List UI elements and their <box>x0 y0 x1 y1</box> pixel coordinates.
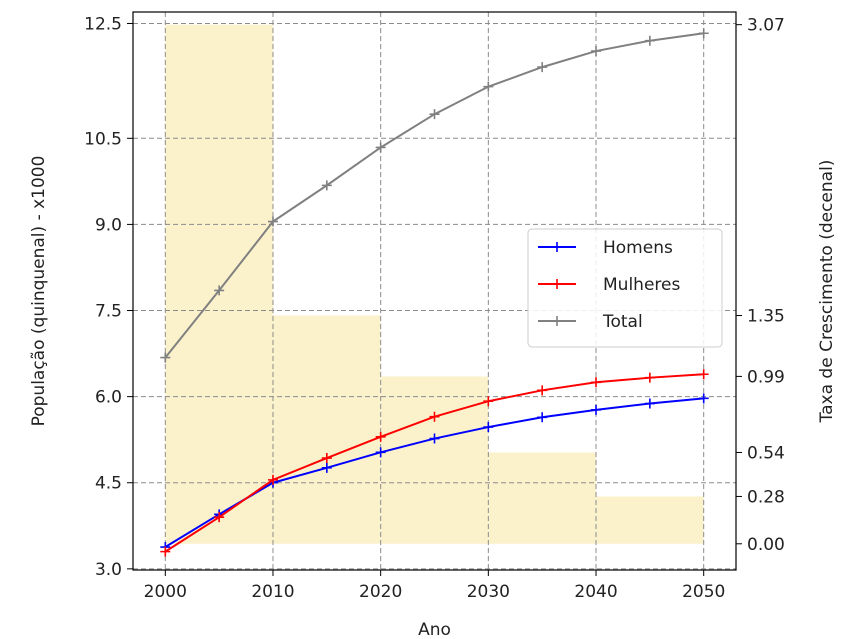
point-total-8 <box>591 46 602 57</box>
point-total-3 <box>321 180 332 191</box>
point-homens-7 <box>537 412 548 423</box>
growth-bar-0 <box>165 24 273 544</box>
y-axis-label-right: Taxa de Crescimento (decenal) <box>817 160 837 424</box>
point-mulheres-0 <box>160 546 171 557</box>
legend: Homens Mulheres Total <box>527 228 723 348</box>
legend-label-total: Total <box>602 312 643 332</box>
x-tick-label-5: 2050 <box>682 582 725 602</box>
point-homens-6 <box>483 422 494 433</box>
y-right-tick-label-3: 0.99 <box>747 367 785 387</box>
growth-bar-2 <box>380 376 489 544</box>
point-total-2 <box>267 216 278 227</box>
y-left-tick-label-2: 6.0 <box>95 388 122 408</box>
point-homens-4 <box>375 447 386 458</box>
point-total-4 <box>375 142 386 153</box>
legend-marker-mulheres <box>552 279 562 289</box>
growth-bar-4 <box>596 496 704 544</box>
point-homens-9 <box>644 398 655 409</box>
x-axis-label: Ano <box>418 620 451 639</box>
point-total-1 <box>214 285 225 296</box>
point-mulheres-7 <box>537 385 548 396</box>
growth-bar-3 <box>488 452 597 544</box>
point-mulheres-3 <box>321 453 332 464</box>
x-tick-label-0: 2000 <box>144 582 187 602</box>
point-mulheres-10 <box>698 369 709 380</box>
point-total-10 <box>698 28 709 39</box>
point-mulheres-6 <box>483 396 494 407</box>
x-tick-label-1: 2010 <box>251 582 294 602</box>
y-right-tick-label-0: 0.00 <box>747 535 785 555</box>
legend-label-mulheres: Mulheres <box>603 275 680 295</box>
x-tick-label-3: 2030 <box>467 582 510 602</box>
y-right-tick-label-1: 0.28 <box>747 487 785 507</box>
y-right-tick-label-4: 1.35 <box>747 307 785 327</box>
point-mulheres-4 <box>375 431 386 442</box>
point-total-9 <box>644 35 655 46</box>
legend-entry-homens: Homens <box>538 238 673 258</box>
y-right-tick-label-2: 0.54 <box>747 443 785 463</box>
series-lines <box>160 28 709 557</box>
axis-ticks: 2000 2010 2020 2030 2040 2050 3.0 4.5 6.0 7.5 9.0 1… <box>84 14 785 602</box>
point-total-7 <box>537 62 548 73</box>
point-mulheres-5 <box>429 411 440 422</box>
point-mulheres-9 <box>644 372 655 383</box>
point-mulheres-8 <box>591 377 602 388</box>
legend-label-homens: Homens <box>603 238 673 258</box>
y-left-tick-label-3: 7.5 <box>95 302 122 322</box>
y-left-tick-label-0: 3.0 <box>95 560 122 580</box>
point-homens-10 <box>698 393 709 404</box>
point-total-5 <box>429 109 440 120</box>
y-left-tick-label-6: 12.5 <box>84 14 122 34</box>
point-homens-5 <box>429 433 440 444</box>
legend-marker-homens <box>552 242 562 252</box>
point-homens-8 <box>591 404 602 415</box>
legend-entry-mulheres: Mulheres <box>538 275 680 295</box>
point-mulheres-1 <box>214 512 225 523</box>
legend-entry-total: Total <box>538 312 643 332</box>
growth-bar-1 <box>272 315 381 544</box>
growth-bars <box>165 24 704 544</box>
point-total-6 <box>483 81 494 92</box>
legend-marker-total <box>552 316 562 326</box>
y-right-tick-label-5: 3.07 <box>747 16 785 36</box>
x-tick-label-4: 2040 <box>574 582 617 602</box>
y-left-tick-label-1: 4.5 <box>95 474 122 494</box>
point-total-0 <box>160 352 171 363</box>
y-left-tick-label-5: 10.5 <box>84 129 122 149</box>
legend-box <box>527 228 723 348</box>
point-mulheres-2 <box>267 474 278 485</box>
y-axis-label-left: População (quinquenal) - x1000 <box>29 156 49 427</box>
y-left-tick-label-4: 9.0 <box>95 215 122 235</box>
plot-frame <box>132 11 737 571</box>
x-tick-label-2: 2020 <box>359 582 402 602</box>
point-homens-3 <box>321 462 332 473</box>
